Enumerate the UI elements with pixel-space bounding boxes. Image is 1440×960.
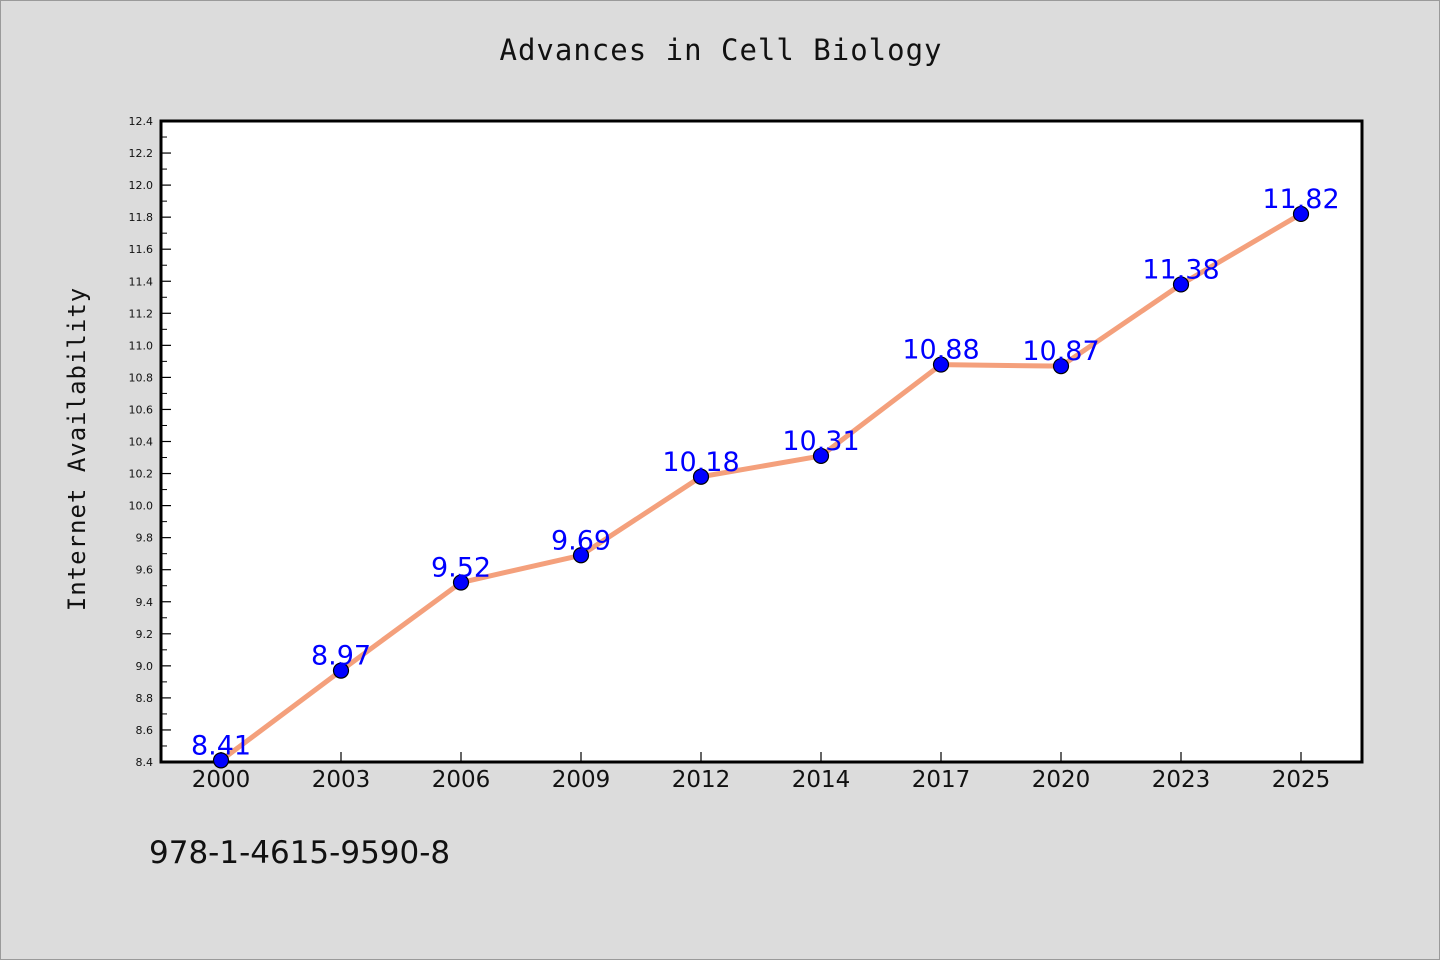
data-label-layer: 8.41 8.97 9.52 9.69 10.18 10.31 10.88 10.87 11.3… [191,184,1340,761]
isbn-text: 978-1-4615-9590-8 [149,835,451,871]
y-tick-label: 9.8 [136,532,154,545]
y-tick-label: 11.8 [129,211,154,224]
y-tick-label: 9.4 [136,596,154,609]
data-point [692,468,710,485]
data-point [572,547,590,564]
x-tick-label: 2000 [192,767,251,793]
x-tick-label: 2017 [912,767,971,793]
y-tick-label: 12.0 [129,179,154,192]
y-tick-label: 10.8 [129,371,154,384]
data-point [812,447,830,465]
y-axis: 8.4 8.6 8.8 9.0 9.2 9.4 9.6 9.8 10.0 10.2 10.4 10.6… [129,115,171,769]
y-tick-label: 9.0 [136,660,154,673]
data-point [452,574,470,591]
x-tick-label: 2009 [552,767,611,793]
data-point [332,662,350,679]
data-point [1052,358,1070,375]
y-tick-label: 12.2 [129,147,154,160]
data-label: 10.87 [1022,336,1099,367]
data-label: 9.69 [551,525,611,556]
x-tick-label: 2012 [672,767,731,793]
y-tick-label: 10.2 [129,468,154,481]
data-label: 8.97 [311,641,371,672]
y-tick-label: 9.6 [136,564,154,577]
y-tick-label: 9.2 [136,628,154,641]
y-tick-label: 10.4 [129,436,154,449]
data-point [1292,205,1310,223]
data-label: 8.41 [191,730,251,761]
y-tick-label: 8.8 [136,692,154,705]
x-tick-label: 2003 [312,767,371,793]
x-tick-label: 2025 [1272,767,1331,793]
series-line [218,211,1304,763]
y-tick-label: 11.2 [129,307,154,320]
x-tick-label: 2020 [1032,767,1091,793]
y-tick-label: 11.4 [129,275,154,288]
y-tick-label: 10.0 [129,500,154,513]
data-label: 10.88 [902,335,979,366]
y-tick-label: 12.4 [129,115,154,128]
y-tick-label: 11.0 [129,339,154,352]
data-label: 9.52 [431,553,491,584]
data-label: 10.31 [782,426,859,457]
chart-title: Advances in Cell Biology [499,33,943,67]
x-tick-label: 2006 [432,767,491,793]
data-point [932,356,950,373]
x-tick-label: 2023 [1152,767,1211,793]
data-label: 11.82 [1262,184,1339,215]
x-axis: 2000 2003 2006 2009 2012 2014 2017 2020 2023 2025 [192,752,1331,793]
data-point [212,752,230,769]
x-tick-label: 2014 [792,767,851,793]
data-label: 11.38 [1142,254,1219,285]
y-tick-label: 11.6 [129,243,154,256]
series-layer [212,205,1310,769]
y-tick-label: 8.4 [136,756,154,769]
data-point [1172,276,1190,293]
y-tick-label: 8.6 [136,724,154,737]
data-label: 10.18 [662,447,739,478]
y-tick-label: 10.6 [129,403,154,416]
